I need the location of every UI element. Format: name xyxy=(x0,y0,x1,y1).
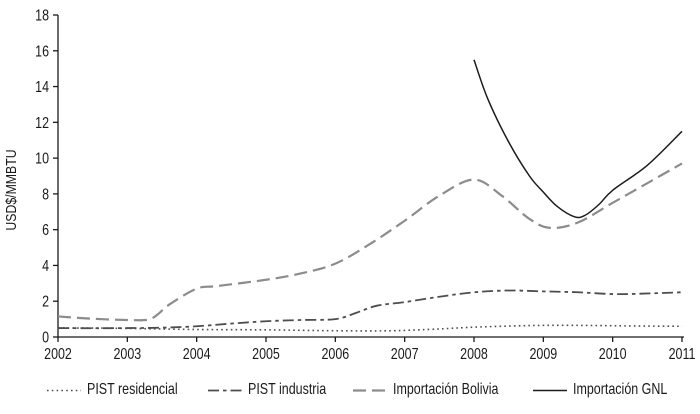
y-tick-label: 2 xyxy=(42,293,49,311)
x-tick-label: 2006 xyxy=(321,346,349,364)
legend-label: Importación GNL xyxy=(573,381,668,398)
x-tick-label: 2003 xyxy=(113,346,141,364)
axis-spines xyxy=(57,15,684,338)
legend: PIST residencial PIST industria Importac… xyxy=(46,378,694,402)
y-tick-label: 10 xyxy=(35,150,49,168)
y-tick-label: 0 xyxy=(42,329,49,347)
y-tick-label: 16 xyxy=(35,43,49,61)
x-tick-label: 2011 xyxy=(669,346,696,364)
x-tick-label: 2002 xyxy=(44,346,72,364)
legend-item-importacion-gnl: Importación GNL xyxy=(532,381,694,399)
y-tick-label: 6 xyxy=(42,222,49,240)
series-line-pist-residencial xyxy=(57,324,683,332)
dash-dot-line-sample-icon xyxy=(208,389,243,392)
solid-line-sample-icon xyxy=(533,389,568,392)
y-tick-label: 18 xyxy=(35,7,49,25)
legend-item-importacion-bolivia: Importación Bolivia xyxy=(352,381,528,399)
y-tick-label: 14 xyxy=(35,79,49,97)
legend-label: PIST residencial xyxy=(87,381,178,398)
dotted-line-sample-icon xyxy=(47,389,81,392)
series-line-pist-industria xyxy=(57,289,683,330)
legend-item-pist-industria: PIST industria xyxy=(207,381,348,399)
x-tick-label: 2010 xyxy=(599,346,627,364)
y-tick-label: 4 xyxy=(42,258,49,276)
y-tick-label: 12 xyxy=(35,114,49,132)
x-tick-label: 2005 xyxy=(252,346,280,364)
y-axis-title: USD$/MMBTU xyxy=(3,149,19,230)
legend-label: Importación Bolivia xyxy=(393,381,499,398)
x-tick-label: 2009 xyxy=(529,346,557,364)
x-tick-label: 2008 xyxy=(460,346,488,364)
series-line-importaci-n-gnl xyxy=(473,59,683,219)
x-tick-label: 2004 xyxy=(183,346,211,364)
x-tick-label: 2007 xyxy=(391,346,419,364)
series-line-importaci-n-bolivia xyxy=(57,162,683,322)
legend-label: PIST industria xyxy=(248,381,327,398)
dashed-line-sample-icon xyxy=(353,389,388,392)
y-tick-label: 8 xyxy=(42,186,49,204)
legend-item-pist-residencial: PIST residencial xyxy=(46,381,203,399)
